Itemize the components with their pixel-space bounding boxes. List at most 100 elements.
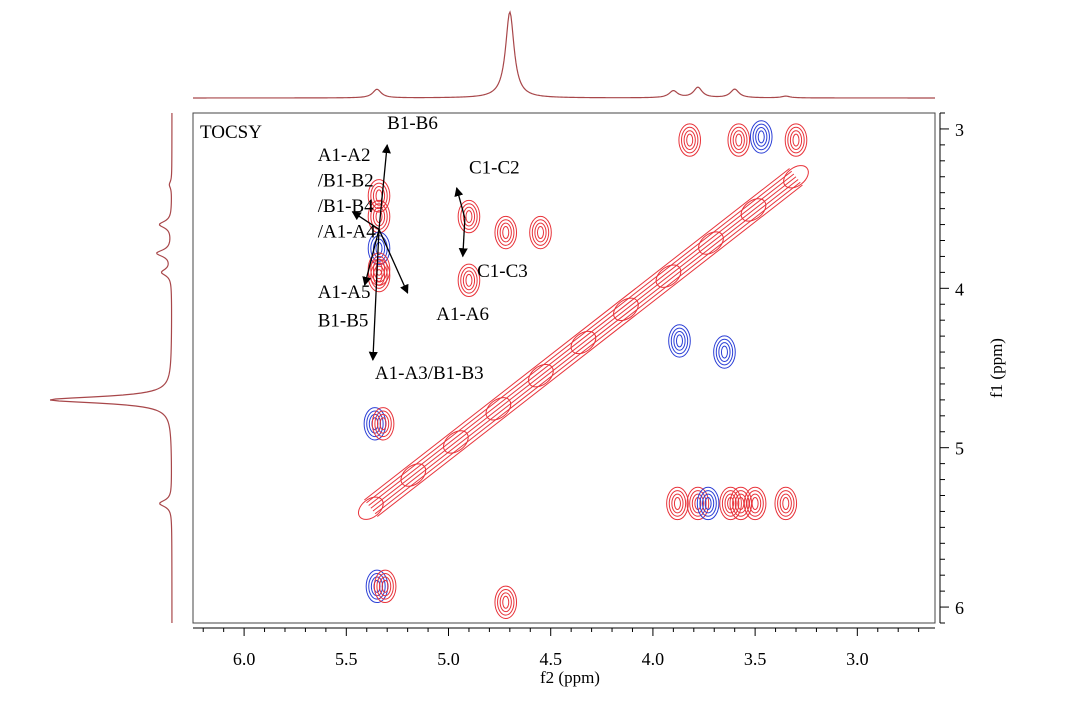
cross-peak-contour — [729, 486, 753, 521]
annotation-label: C1-C3 — [477, 261, 528, 282]
x-tick-label: 5.5 — [335, 649, 358, 669]
cross-peak-contour — [373, 569, 397, 604]
annotation-label: /B1-B4 — [318, 196, 374, 217]
cross-peak-contour — [368, 573, 386, 600]
cross-peak — [494, 585, 518, 619]
diagonal-peak-contour — [740, 198, 767, 222]
cross-peak-contour — [752, 123, 770, 151]
cross-peak-contour — [375, 269, 383, 283]
cross-peak — [529, 215, 552, 250]
f2-projection-spectrum — [193, 10, 935, 99]
cross-peak-contour — [375, 210, 383, 224]
cross-peak-contour — [372, 265, 386, 286]
diagonal-peak-contour — [570, 330, 597, 355]
cross-peak — [774, 486, 798, 521]
cross-peak-contour — [789, 130, 803, 150]
cross-peak-contour — [678, 123, 702, 157]
y-tick-label: 4 — [955, 279, 964, 299]
annotation-label: C1-C2 — [469, 158, 520, 179]
diagonal-contour — [376, 184, 803, 517]
cross-peak — [749, 120, 773, 154]
cross-peak-contour — [686, 486, 710, 521]
annotation-label: B1-B5 — [318, 311, 369, 332]
cross-peak-contour — [787, 126, 805, 154]
cross-peak-contour — [497, 588, 515, 616]
diagonal-contour — [372, 179, 799, 512]
annotation-arrow — [454, 187, 466, 219]
cross-peak-contour — [779, 493, 792, 514]
cross-peak-contour — [370, 262, 388, 289]
cross-peak-contour — [749, 493, 762, 514]
cross-peak-contour — [691, 493, 704, 514]
annotation-label: /B1-B2 — [318, 170, 374, 191]
cross-peak-contour — [465, 273, 473, 287]
cross-peak — [743, 486, 767, 521]
diagonal-contour — [368, 173, 795, 506]
cross-peak — [727, 123, 751, 157]
annotation-label: A1-A6 — [436, 304, 489, 325]
cross-peak-contour — [379, 576, 392, 597]
cross-peak-contour — [502, 595, 510, 609]
diagonal-peak-contour — [783, 165, 809, 189]
diagonal-contour — [374, 181, 801, 515]
annotation-arrow — [362, 229, 380, 287]
cross-peak-contour — [713, 335, 736, 369]
cross-peak-contour — [673, 496, 681, 510]
diagonal-peak-contour — [528, 363, 554, 388]
cross-peak-contour — [696, 486, 720, 521]
cross-peak-contour — [376, 573, 394, 600]
x-tick-label: 3.0 — [846, 649, 869, 669]
cross-peak-contour — [724, 493, 737, 514]
cross-peak-contour — [673, 331, 686, 351]
projection-layer — [49, 10, 935, 623]
cross-peak-contour — [784, 123, 808, 157]
cross-peak-contour — [536, 226, 544, 240]
cross-peak-contour — [462, 206, 476, 227]
cross-peak-contour — [743, 486, 767, 521]
cross-peak-contour — [367, 258, 391, 293]
cross-peak — [457, 199, 481, 234]
cross-peak-contour — [502, 226, 510, 240]
diagonal-peak-contour — [400, 463, 427, 487]
diagonal-peak-contour — [613, 297, 639, 322]
cross-peak-contour — [666, 486, 689, 521]
cross-peak-contour — [689, 490, 707, 517]
cross-peak — [494, 215, 518, 250]
cross-peak-contour — [372, 185, 386, 206]
cross-peak — [678, 123, 702, 157]
annotation-label: /A1-A4 — [318, 221, 377, 242]
cross-peak-contour — [671, 493, 684, 514]
annotation-arrow — [458, 218, 468, 258]
annotation-label: A1-A3/B1-B3 — [375, 363, 484, 384]
cross-peak — [666, 486, 689, 521]
diagonal-contour — [366, 170, 793, 504]
x-tick-label: 5.0 — [437, 649, 460, 669]
chart-title: TOCSY — [200, 122, 262, 143]
cross-peak-contour — [366, 410, 384, 438]
x-tick-label: 3.5 — [744, 649, 767, 669]
cross-peak-contour — [675, 334, 683, 348]
cross-peak-contour — [499, 222, 512, 243]
diagonal-peaks — [357, 165, 809, 520]
annotation-arrow — [368, 229, 380, 361]
cross-peak-contour — [374, 410, 392, 438]
cross-peak-contour — [757, 130, 765, 144]
cross-peak-contour — [718, 342, 731, 362]
cross-peak — [686, 486, 710, 521]
cross-peak-contour — [534, 222, 547, 243]
y-axis-label: f1 (ppm) — [987, 338, 1006, 398]
contour-layer — [357, 120, 809, 619]
diagonal-peak-contour — [443, 430, 469, 454]
cross-peak — [713, 335, 736, 369]
axes-layer: 6.0 5.5 5.0 4.5 4.0 3.5 3.0 3 4 5 6 — [193, 112, 964, 669]
annotation-layer: B1-B6 A1-A2/B1-B2/B1-B4/A1-A4 C1-C2 C1-C3 A1… — [318, 113, 528, 384]
cross-peak-contour — [681, 126, 699, 154]
cross-peak-contour — [746, 490, 764, 517]
diagonal-contour — [364, 168, 790, 501]
cross-peak-contour — [737, 496, 745, 510]
x-tick-label: 4.5 — [539, 649, 562, 669]
cross-peak-contour — [735, 133, 743, 147]
diagonal-peak-contour — [357, 496, 384, 520]
